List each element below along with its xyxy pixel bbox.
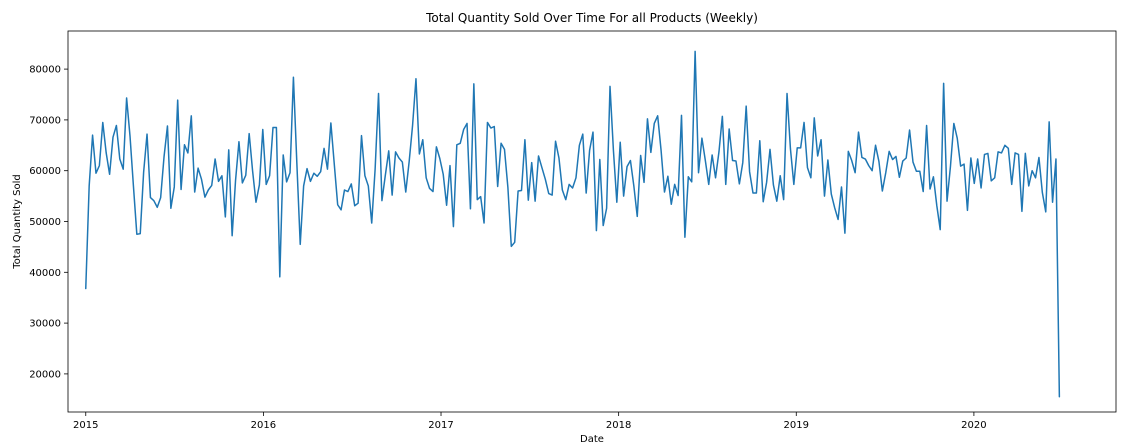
x-tick-label: 2019 (784, 420, 809, 431)
series-line (85, 50, 1061, 398)
y-tick-label: 20000 (29, 369, 61, 380)
x-tick-label: 2020 (961, 420, 986, 431)
x-tick-label: 2016 (251, 420, 276, 431)
x-axis-label: Date (580, 434, 604, 445)
y-tick-label: 80000 (29, 65, 61, 76)
y-tick-label: 60000 (29, 166, 61, 177)
y-axis-label: Total Quantity Sold (12, 174, 23, 270)
x-tick-label: 2015 (73, 420, 98, 431)
x-tick-label: 2018 (606, 420, 631, 431)
plot-frame (67, 30, 1117, 413)
x-axis-ticks: 2015 2016 2017 2018 2019 2020 (73, 412, 987, 431)
y-tick-label: 70000 (29, 115, 61, 126)
y-tick-label: 50000 (29, 217, 61, 228)
x-tick-label: 2017 (428, 420, 453, 431)
chart-title: Total Quantity Sold Over Time For all Pr… (425, 11, 758, 25)
y-tick-label: 30000 (29, 319, 61, 330)
y-tick-label: 40000 (29, 268, 61, 279)
y-axis-ticks: 20000 30000 40000 50000 60000 70000 80000 (29, 65, 68, 380)
